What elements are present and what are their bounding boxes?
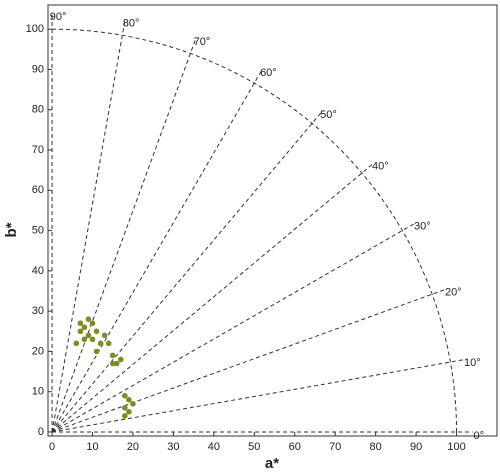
plot-frame xyxy=(47,4,498,437)
x-tick-label: 40 xyxy=(208,441,220,453)
hue-label: 90° xyxy=(50,11,67,23)
hue-line xyxy=(51,162,375,433)
hue-label: 30° xyxy=(414,220,431,232)
x-tick-label: 70 xyxy=(329,441,341,453)
y-tick-label: 40 xyxy=(32,265,44,277)
hue-label: 10° xyxy=(464,357,481,369)
point xyxy=(85,316,92,322)
y-tick-label: 70 xyxy=(32,144,44,156)
point xyxy=(77,320,84,327)
point xyxy=(73,340,80,347)
x-tick-label: 10 xyxy=(86,441,98,453)
point xyxy=(97,340,104,347)
hue-label: 70° xyxy=(194,36,211,48)
point xyxy=(126,396,132,403)
point xyxy=(109,360,116,367)
x-tick-label: 100 xyxy=(447,441,465,453)
point xyxy=(118,356,124,363)
point xyxy=(105,340,112,347)
y-tick-label: 30 xyxy=(32,305,44,317)
x-tick-label: 50 xyxy=(248,441,260,453)
hue-label: 40° xyxy=(372,161,389,173)
hue-line xyxy=(51,358,467,433)
hue-label: 60° xyxy=(260,67,277,79)
x-tick-label: 30 xyxy=(167,441,179,453)
point xyxy=(85,332,92,339)
point xyxy=(109,352,116,359)
point xyxy=(89,320,96,327)
y-tick-label: 50 xyxy=(32,224,44,236)
hue-line xyxy=(51,288,448,433)
point xyxy=(130,400,136,407)
y-tick-label: 10 xyxy=(32,386,44,398)
hue-label: 20° xyxy=(445,287,462,299)
y-tick-label: 100 xyxy=(26,23,44,35)
hue-label: 50° xyxy=(320,109,337,121)
x-axis-title: a* xyxy=(265,455,279,472)
hue-line xyxy=(51,110,323,433)
x-tick-label: 20 xyxy=(127,441,139,453)
point xyxy=(93,328,100,335)
y-tick-label: 0 xyxy=(38,426,44,438)
hue-line xyxy=(51,68,263,433)
hue-line xyxy=(51,222,417,433)
hue-line xyxy=(51,38,197,433)
point xyxy=(101,332,108,339)
y-tick-label: 60 xyxy=(32,184,44,196)
hue-label: 0° xyxy=(473,430,484,442)
x-tick-label: 80 xyxy=(370,441,382,453)
y-tick-label: 20 xyxy=(32,345,44,357)
point xyxy=(81,336,88,343)
point xyxy=(93,348,100,355)
point xyxy=(113,360,120,367)
y-tick-label: 90 xyxy=(32,63,44,75)
point xyxy=(122,392,128,399)
point xyxy=(81,324,88,331)
point xyxy=(126,409,132,415)
chroma-arc xyxy=(52,28,458,432)
point xyxy=(122,405,128,411)
y-axis-title: b* xyxy=(3,222,20,237)
hue-label: 80° xyxy=(123,17,140,29)
x-tick-label: 0 xyxy=(49,441,55,453)
y-tick-label: 80 xyxy=(32,104,44,116)
point xyxy=(89,336,96,343)
hue-line xyxy=(51,19,126,433)
point xyxy=(77,328,84,335)
x-tick-label: 60 xyxy=(289,441,301,453)
x-tick-label: 90 xyxy=(410,441,422,453)
point xyxy=(122,413,128,419)
